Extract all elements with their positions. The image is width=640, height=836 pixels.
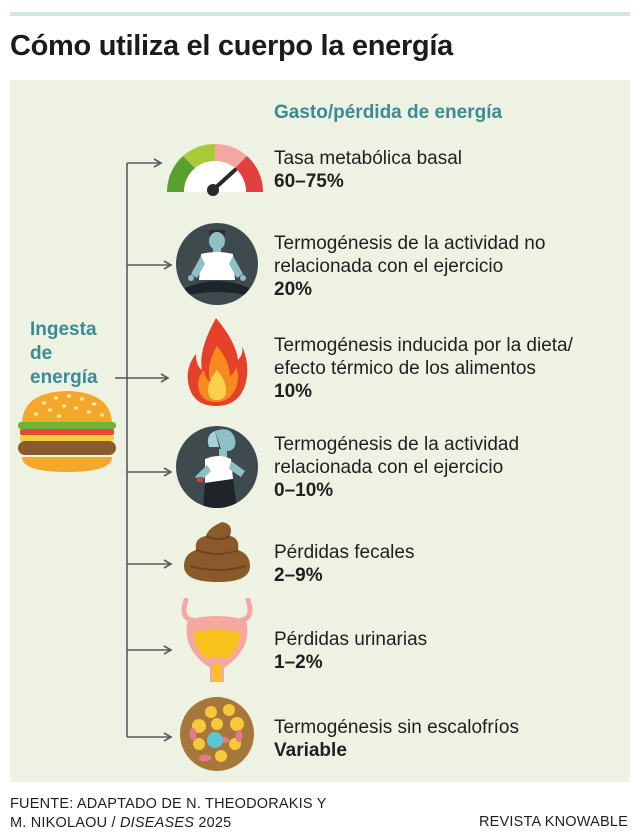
expense-item-fecal: Pérdidas fecales 2–9% [274, 541, 414, 587]
expense-item-label: relacionada con el ejercicio [274, 457, 504, 478]
expense-item-label: relacionada con el ejercicio [274, 256, 504, 277]
poop-icon [184, 522, 250, 582]
expense-item-label: Termogénesis inducida por la dieta/ [274, 335, 573, 356]
expense-item-diet: Termogénesis inducida por la dieta/ efec… [274, 334, 573, 403]
source-authors: M. NIKOLAOU / [10, 815, 120, 831]
expense-item-exercise: Termogénesis de la actividad relacionada… [274, 433, 519, 502]
intake-label: Ingesta de energía [30, 318, 98, 390]
expense-item-label: Tasa metabólica basal [274, 148, 462, 169]
expense-item-percent: 1–2% [274, 652, 323, 673]
gauge-icon [166, 143, 264, 196]
burger-icon [18, 391, 116, 472]
expense-item-percent: 0–10% [274, 480, 334, 501]
expense-item-percent: 20% [274, 279, 313, 300]
expense-item-label: Termogénesis de la actividad [274, 434, 520, 455]
running-person-icon [176, 426, 258, 508]
expense-item-label: Termogénesis sin escalofríos [274, 717, 519, 738]
expense-item-urinary: Pérdidas urinarias 1–2% [274, 628, 427, 674]
flame-icon [187, 318, 248, 406]
source-credit: FUENTE: ADAPTADO DE N. THEODORAKIS Y M. … [10, 795, 327, 833]
expense-item-basal: Tasa metabólica basal 60–75% [274, 147, 462, 193]
source-journal: DISEASES [119, 815, 195, 831]
source-line: M. NIKOLAOU / DISEASES 2025 [10, 814, 327, 833]
brown-fat-cell-icon [180, 697, 254, 771]
top-rule [10, 12, 630, 16]
expense-item-label: Pérdidas urinarias [274, 629, 428, 650]
meditating-person-icon [176, 223, 258, 305]
intake-label-line: de [30, 343, 53, 364]
publisher-credit: REVISTA KNOWABLE [478, 814, 628, 830]
intake-label-line: energía [30, 367, 98, 388]
expense-item-label: Pérdidas fecales [274, 542, 415, 563]
expense-item-neat: Termogénesis de la actividad no relacion… [274, 232, 545, 301]
expense-item-percent: 2–9% [274, 565, 323, 586]
source-line: FUENTE: ADAPTADO DE N. THEODORAKIS Y [10, 796, 327, 812]
source-year: 2025 [194, 815, 232, 831]
bladder-icon [181, 598, 253, 682]
page-title: Cómo utiliza el cuerpo la energía [10, 30, 453, 62]
expense-item-nonshivering: Termogénesis sin escalofríos Variable [274, 716, 519, 762]
intake-label-line: Ingesta [30, 319, 97, 340]
expense-item-label: Termogénesis de la actividad no [274, 233, 546, 254]
expense-item-percent: Variable [274, 740, 347, 761]
expense-item-label: efecto térmico de los alimentos [274, 358, 536, 379]
expense-header: Gasto/pérdida de energía [274, 102, 503, 123]
expense-item-percent: 60–75% [274, 171, 344, 192]
expense-item-percent: 10% [274, 381, 313, 402]
